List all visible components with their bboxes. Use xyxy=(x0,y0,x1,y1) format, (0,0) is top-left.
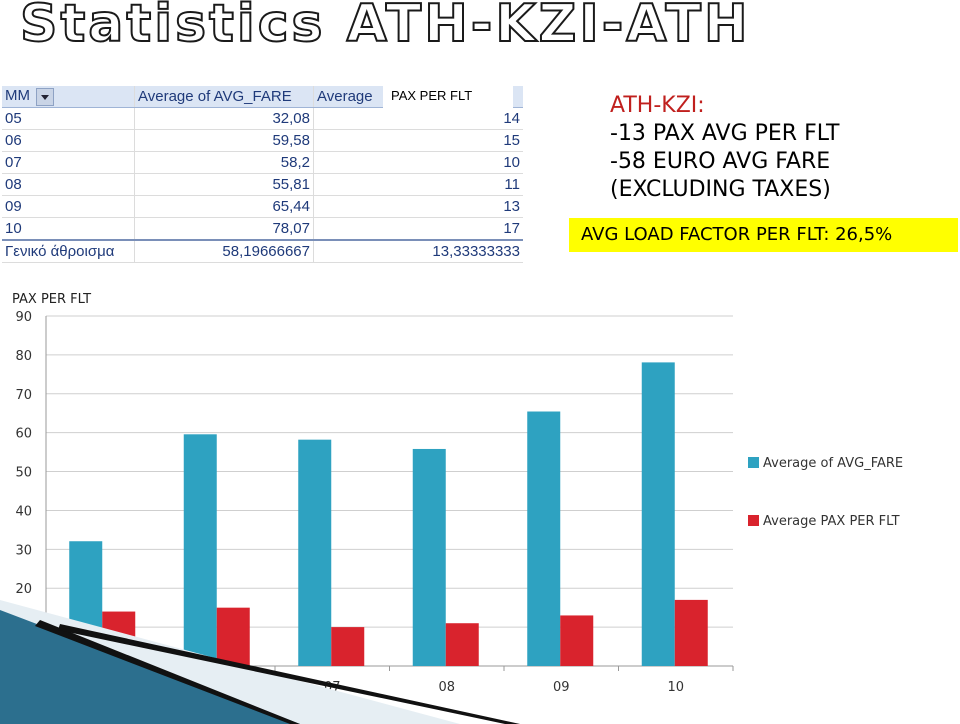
grand-total-row: Γενικό άθροισμα 58,19666667 13,33333333 xyxy=(2,239,523,263)
y-tick-label: 70 xyxy=(15,388,32,403)
note-line: -58 EURO AVG FARE xyxy=(610,149,831,174)
fare-cell: 32,08 xyxy=(134,107,314,130)
fare-cell: 78,07 xyxy=(134,217,314,241)
grand-total-fare: 58,19666667 xyxy=(134,239,314,263)
y-tick-label: 80 xyxy=(15,349,32,364)
y-tick-label: 20 xyxy=(15,582,32,597)
corner-decoration xyxy=(0,600,520,724)
pax-bar xyxy=(674,599,708,666)
pax-cell: 10 xyxy=(313,151,523,174)
pax-cell: 15 xyxy=(313,129,523,152)
summary-notes: ATH-KZI: -13 PAX AVG PER FLT -58 EURO AV… xyxy=(610,92,839,204)
pax-cell: 14 xyxy=(313,107,523,130)
table-row: 05 32,08 14 xyxy=(2,107,523,130)
pax-cell: 11 xyxy=(313,173,523,196)
route-label: ATH-KZI: xyxy=(610,93,705,118)
pax-bar xyxy=(331,627,365,666)
note-line: -13 PAX AVG PER FLT xyxy=(610,121,840,146)
legend-label: Average of AVG_FARE xyxy=(763,456,903,471)
legend-swatch-pax xyxy=(748,515,759,526)
month-cell: 08 xyxy=(2,173,135,196)
table-row: 06 59,58 15 xyxy=(2,129,523,152)
fare-cell: 59,58 xyxy=(134,129,314,152)
fare-bar xyxy=(527,411,561,666)
table-row: 09 65,44 13 xyxy=(2,195,523,218)
y-tick-label: 50 xyxy=(15,466,32,481)
mm-header[interactable]: MM xyxy=(2,86,135,108)
pax-bar xyxy=(560,615,594,666)
fare-bar xyxy=(298,439,332,666)
note-line: (EXCLUDING TAXES) xyxy=(610,177,831,202)
pax-per-flt-header: PAX PER FLT xyxy=(383,86,513,108)
y-tick-label: 30 xyxy=(15,543,32,558)
fare-bar xyxy=(183,434,217,666)
pax-cell: 17 xyxy=(313,217,523,241)
fare-cell: 65,44 xyxy=(134,195,314,218)
legend-swatch-fare xyxy=(748,457,759,468)
fare-cell: 58,2 xyxy=(134,151,314,174)
fare-cell: 55,81 xyxy=(134,173,314,196)
month-cell: 07 xyxy=(2,151,135,174)
deco-stroke xyxy=(35,620,300,724)
grand-total-label: Γενικό άθροισμα xyxy=(2,239,135,263)
y-tick-label: 90 xyxy=(15,310,32,325)
fare-header: Average of AVG_FARE xyxy=(134,86,314,108)
load-factor-banner: AVG LOAD FACTOR PER FLT: 26,5% xyxy=(569,218,958,252)
filter-dropdown-icon[interactable] xyxy=(36,87,54,106)
fare-bar xyxy=(641,362,675,666)
month-cell: 05 xyxy=(2,107,135,130)
pax-bar xyxy=(445,623,479,666)
month-cell: 06 xyxy=(2,129,135,152)
grand-total-pax: 13,33333333 xyxy=(313,239,523,263)
pax-cell: 13 xyxy=(313,195,523,218)
table-row: 07 58,2 10 xyxy=(2,151,523,174)
month-cell: 09 xyxy=(2,195,135,218)
x-tick-label: 08 xyxy=(438,680,455,695)
chart-title: PAX PER FLT xyxy=(12,292,92,307)
x-tick-label: 10 xyxy=(667,680,684,695)
pivot-table: MM Average of AVG_FARE Average 05 32,08 14… xyxy=(2,86,530,263)
month-cell: 10 xyxy=(2,217,135,241)
fare-bar xyxy=(412,448,446,666)
y-tick-label: 60 xyxy=(15,427,32,442)
table-row: 08 55,81 11 xyxy=(2,173,523,196)
y-tick-label: 40 xyxy=(15,504,32,519)
table-row: 10 78,07 17 xyxy=(2,217,523,241)
slide-title: Statistics ATH-KZI-ATH xyxy=(19,0,751,55)
deco-stroke xyxy=(58,624,520,724)
pax-bar xyxy=(216,607,250,666)
x-tick-label: 09 xyxy=(553,680,570,695)
legend-label: Average PAX PER FLT xyxy=(763,514,900,529)
